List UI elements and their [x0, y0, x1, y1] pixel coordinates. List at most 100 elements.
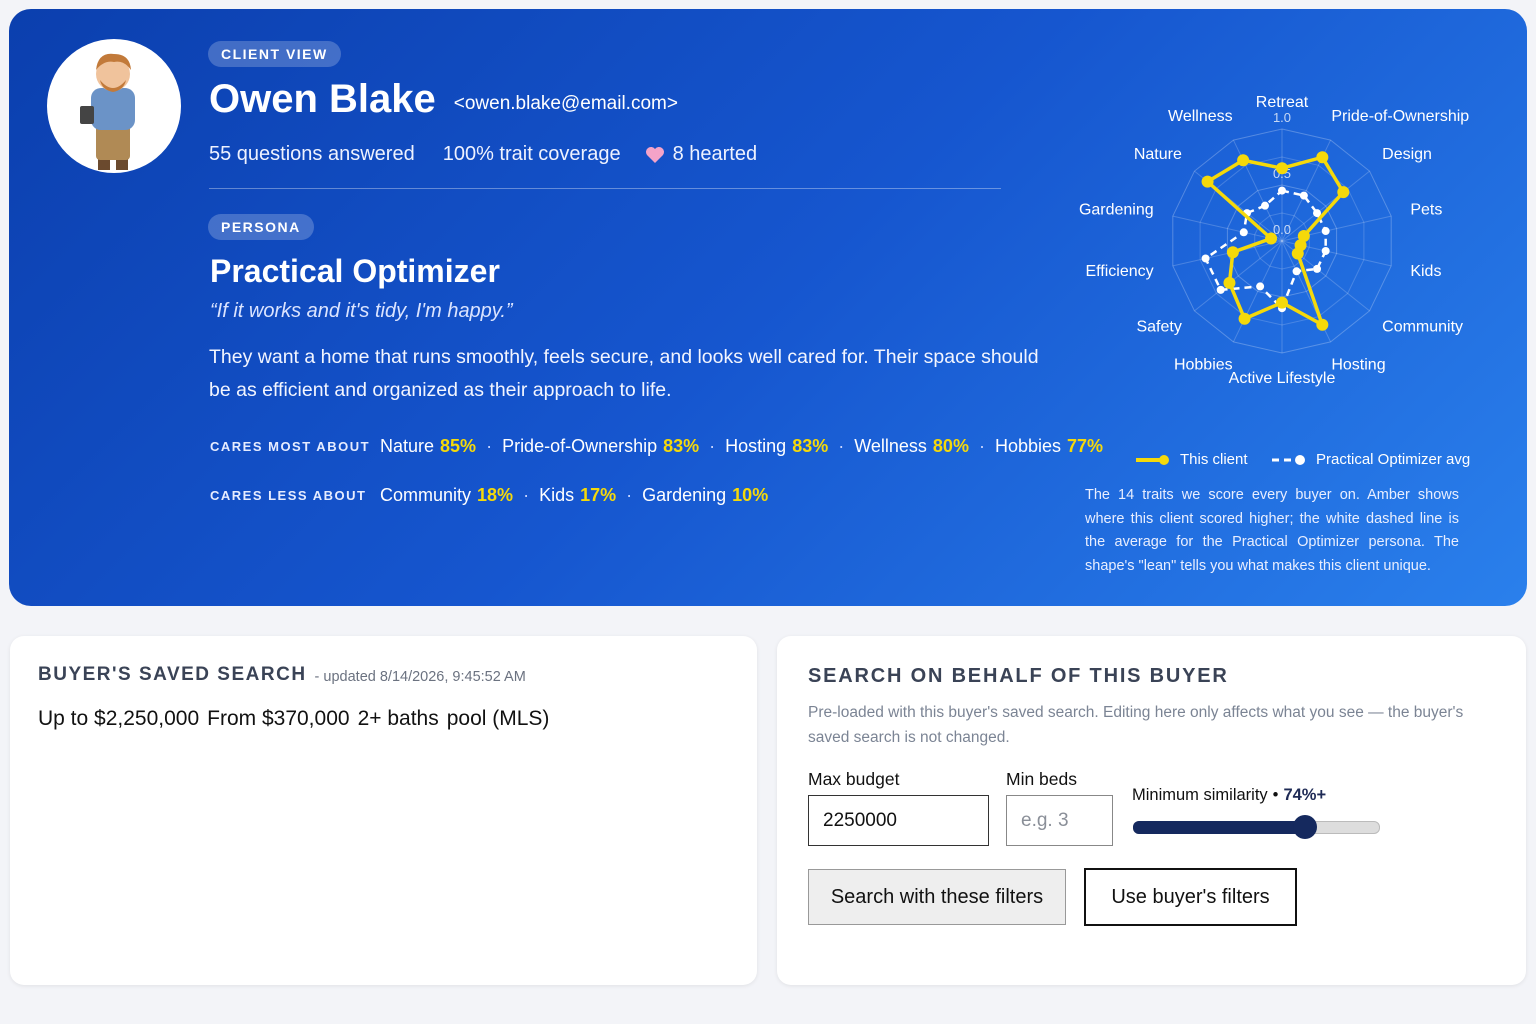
series-point: [1321, 246, 1330, 255]
slider-value: 74%+: [1283, 786, 1327, 804]
axis-label: Active Lifestyle: [1229, 370, 1336, 387]
legend-label: Practical Optimizer avg: [1316, 451, 1470, 468]
field-label: Min beds: [1006, 769, 1078, 789]
trait-score: 80%: [932, 436, 969, 456]
stat: 55 questions answered: [209, 143, 415, 165]
trait-name: Nature: [380, 436, 435, 456]
min-beds-input[interactable]: e.g. 3: [1006, 795, 1113, 846]
trait-score: 18%: [477, 485, 514, 505]
spoke: [1281, 170, 1370, 242]
divider: [209, 188, 1001, 189]
persona-description: They want a home that runs smoothly, fee…: [209, 346, 1039, 401]
axis-label: Hobbies: [1174, 357, 1233, 374]
legend-dot: [1295, 455, 1305, 465]
trait-name: Hosting: [725, 436, 787, 456]
field-label: Max budget: [808, 769, 900, 789]
series-point: [1239, 228, 1248, 237]
max-budget-input[interactable]: 2250000: [808, 795, 989, 846]
client-name: Owen Blake: [209, 77, 436, 121]
trait-name: Hobbies: [994, 436, 1061, 456]
series-point: [1291, 247, 1304, 260]
axis-label: Nature: [1134, 146, 1182, 163]
trait-name: Pride-of-Ownership: [502, 436, 658, 456]
series-point: [1265, 232, 1278, 245]
heart-icon: [645, 146, 664, 163]
series-point: [1313, 209, 1322, 218]
axis-label: Efficiency: [1085, 263, 1153, 280]
r-tick-label: 0.0: [1273, 222, 1291, 237]
series-point: [1313, 264, 1322, 273]
slider-fill: [1133, 821, 1305, 834]
series-point: [1201, 175, 1214, 188]
axis-label: Pride-of-Ownership: [1331, 108, 1469, 125]
trait-score: 85%: [440, 436, 477, 456]
slider-thumb[interactable]: [1293, 815, 1317, 839]
series-point: [1237, 154, 1250, 167]
search-note: Pre-loaded with this buyer's saved searc…: [808, 704, 1464, 746]
saved-search-card: BUYER'S SAVED SEARCH - updated 8/14/2026…: [10, 636, 757, 985]
series-point: [1297, 230, 1310, 243]
trait-item: Community 18%: [380, 485, 513, 506]
spoke: [1232, 240, 1283, 343]
axis-label: Community: [1382, 318, 1463, 335]
client-hero: CLIENT VIEW Owen Blake <owen.blake@email…: [9, 9, 1527, 606]
series-point: [1316, 151, 1329, 164]
spoke: [1172, 215, 1283, 242]
stat: 8 hearted: [672, 143, 758, 165]
updated-time: - updated 8/14/2026, 9:45:52 AM: [314, 668, 526, 685]
spoke: [1194, 240, 1283, 312]
axis-label: Design: [1382, 146, 1432, 163]
series-point: [1321, 227, 1330, 236]
criterion: Up to $2,250,000: [38, 707, 200, 730]
search-button[interactable]: Search with these filters: [808, 869, 1066, 925]
axis-label: Pets: [1410, 202, 1442, 219]
axis-label: Hosting: [1331, 357, 1385, 374]
trait-item: Nature 85%: [380, 436, 476, 457]
search-card: SEARCH ON BEHALF OF THIS BUYER Pre-loade…: [777, 636, 1526, 985]
series-point: [1292, 267, 1301, 276]
trait-name: Wellness: [854, 436, 927, 456]
axis-label: Retreat: [1256, 94, 1309, 111]
criterion: From $370,000: [207, 707, 350, 730]
badge: CLIENT VIEW: [208, 41, 341, 67]
trait-item: Hobbies 77%: [969, 436, 1103, 457]
trait-name: Community: [380, 485, 472, 505]
stat: 100% trait coverage: [442, 143, 621, 165]
avatar: [47, 39, 181, 173]
grid-ring-minor: [1199, 156, 1365, 326]
card-title: BUYER'S SAVED SEARCH: [38, 664, 307, 685]
grid-ring: [1172, 128, 1392, 354]
slider-label: Minimum similarity: [1132, 786, 1268, 804]
trait-score: 77%: [1067, 436, 1104, 456]
series-point: [1260, 201, 1269, 210]
series-point: [1276, 296, 1288, 309]
card-title: SEARCH ON BEHALF OF THIS BUYER: [808, 665, 1229, 687]
criterion: pool (MLS): [446, 707, 550, 730]
axis-label: Gardening: [1079, 202, 1154, 219]
chart-caption: The 14 traits we score every buyer on. A…: [1085, 487, 1459, 574]
radar-chart: Retreat Pride-of-Ownership Design Pets Kids C…: [1079, 94, 1470, 468]
persona-quote: “If it works and it's tidy, I'm happy.”: [210, 300, 513, 322]
axis-label: Wellness: [1168, 108, 1233, 125]
axis-label: Safety: [1136, 318, 1181, 335]
cares-label: CARES LESS ABOUT: [210, 488, 367, 503]
series-point: [1278, 186, 1286, 195]
series-point: [1238, 312, 1251, 325]
series-point: [1299, 191, 1308, 200]
client-email: <owen.blake@email.com>: [453, 92, 678, 114]
trait-score: 10%: [732, 485, 769, 505]
series-point: [1276, 162, 1288, 175]
buyer-filters-button[interactable]: Use buyer's filters: [1084, 868, 1297, 926]
series-point: [1216, 285, 1225, 294]
criterion: 2+ baths: [357, 707, 439, 730]
series-point: [1316, 318, 1329, 331]
series-point: [1226, 246, 1239, 259]
series-point: [1256, 282, 1265, 291]
series-point: [1223, 276, 1236, 289]
axis-label: Kids: [1410, 263, 1441, 280]
